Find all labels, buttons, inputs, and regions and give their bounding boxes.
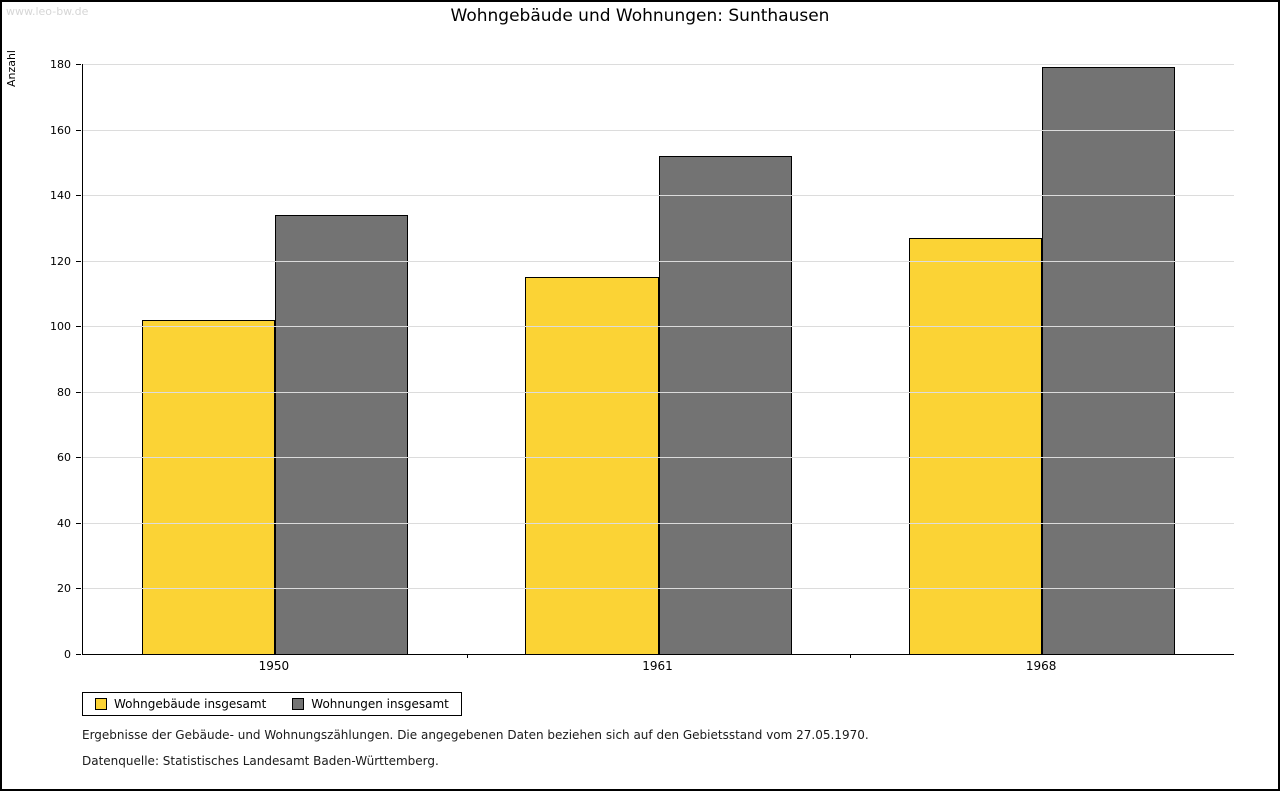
x-tick-label: 1968 [1025,659,1057,673]
bar [141,319,275,654]
bar-groups [83,64,1234,654]
gridline [83,391,1234,393]
y-tick-label: 180 [50,58,71,71]
y-tick [76,326,81,328]
legend-swatch [292,698,305,710]
chart-title: Wohngebäude und Wohnungen: Sunthausen [450,6,830,26]
y-tick [76,391,81,393]
gridline [83,588,1234,590]
x-tick [466,654,468,658]
y-tick-label: 80 [57,385,71,399]
legend-item: Wohnungen insgesamt [292,697,449,711]
bar [1042,67,1176,654]
bar [274,214,408,654]
gridline [83,522,1234,524]
gridline [83,195,1234,197]
legend-swatch [95,698,107,710]
y-axis-scale: 0 20 40 60 80 100 120 140 160 180 [2,58,81,661]
y-tick-label: 120 [50,254,71,268]
x-tick [850,654,852,658]
bar [525,277,659,654]
bar-group [850,64,1234,654]
y-tick [76,654,81,655]
legend-label: Wohnungen insgesamt [311,697,449,711]
gridline [83,129,1234,131]
bar [658,155,792,654]
y-tick-label: 60 [57,451,71,465]
footnote-source: Datenquelle: Statistisches Landesamt Bad… [82,754,439,768]
x-tick-label: 1950 [258,659,290,673]
y-tick-label: 140 [50,189,71,203]
y-tick-label: 0 [64,648,71,661]
x-tick-label: 1961 [642,659,673,673]
y-tick [76,195,81,197]
y-tick [76,129,81,131]
y-tick [76,64,81,65]
bar-group [83,64,467,654]
bar-group [467,64,851,654]
y-tick [76,260,81,262]
gridline [83,64,1234,65]
bar [909,237,1043,654]
y-tick-label: 160 [50,123,71,137]
y-tick [76,588,81,590]
gridline [83,260,1234,262]
legend-label: Wohngebäude insgesamt [114,697,267,711]
legend: Wohngebäude insgesamt Wohnungen insgesam… [82,692,462,716]
footnote-survey: Ergebnisse der Gebäude- und Wohnungszähl… [82,728,869,742]
x-labels: 1950 1961 1968 [82,659,1233,673]
y-tick-label: 100 [50,320,71,334]
watermark: www.leo-bw.de [6,5,89,18]
gridline [83,457,1234,459]
plot-area [82,64,1234,658]
gridline [83,326,1234,328]
y-tick [76,457,81,459]
legend-item: Wohngebäude insgesamt [95,697,266,711]
y-tick-label: 20 [57,582,71,596]
y-tick-label: 40 [57,516,71,530]
y-tick [76,522,81,524]
